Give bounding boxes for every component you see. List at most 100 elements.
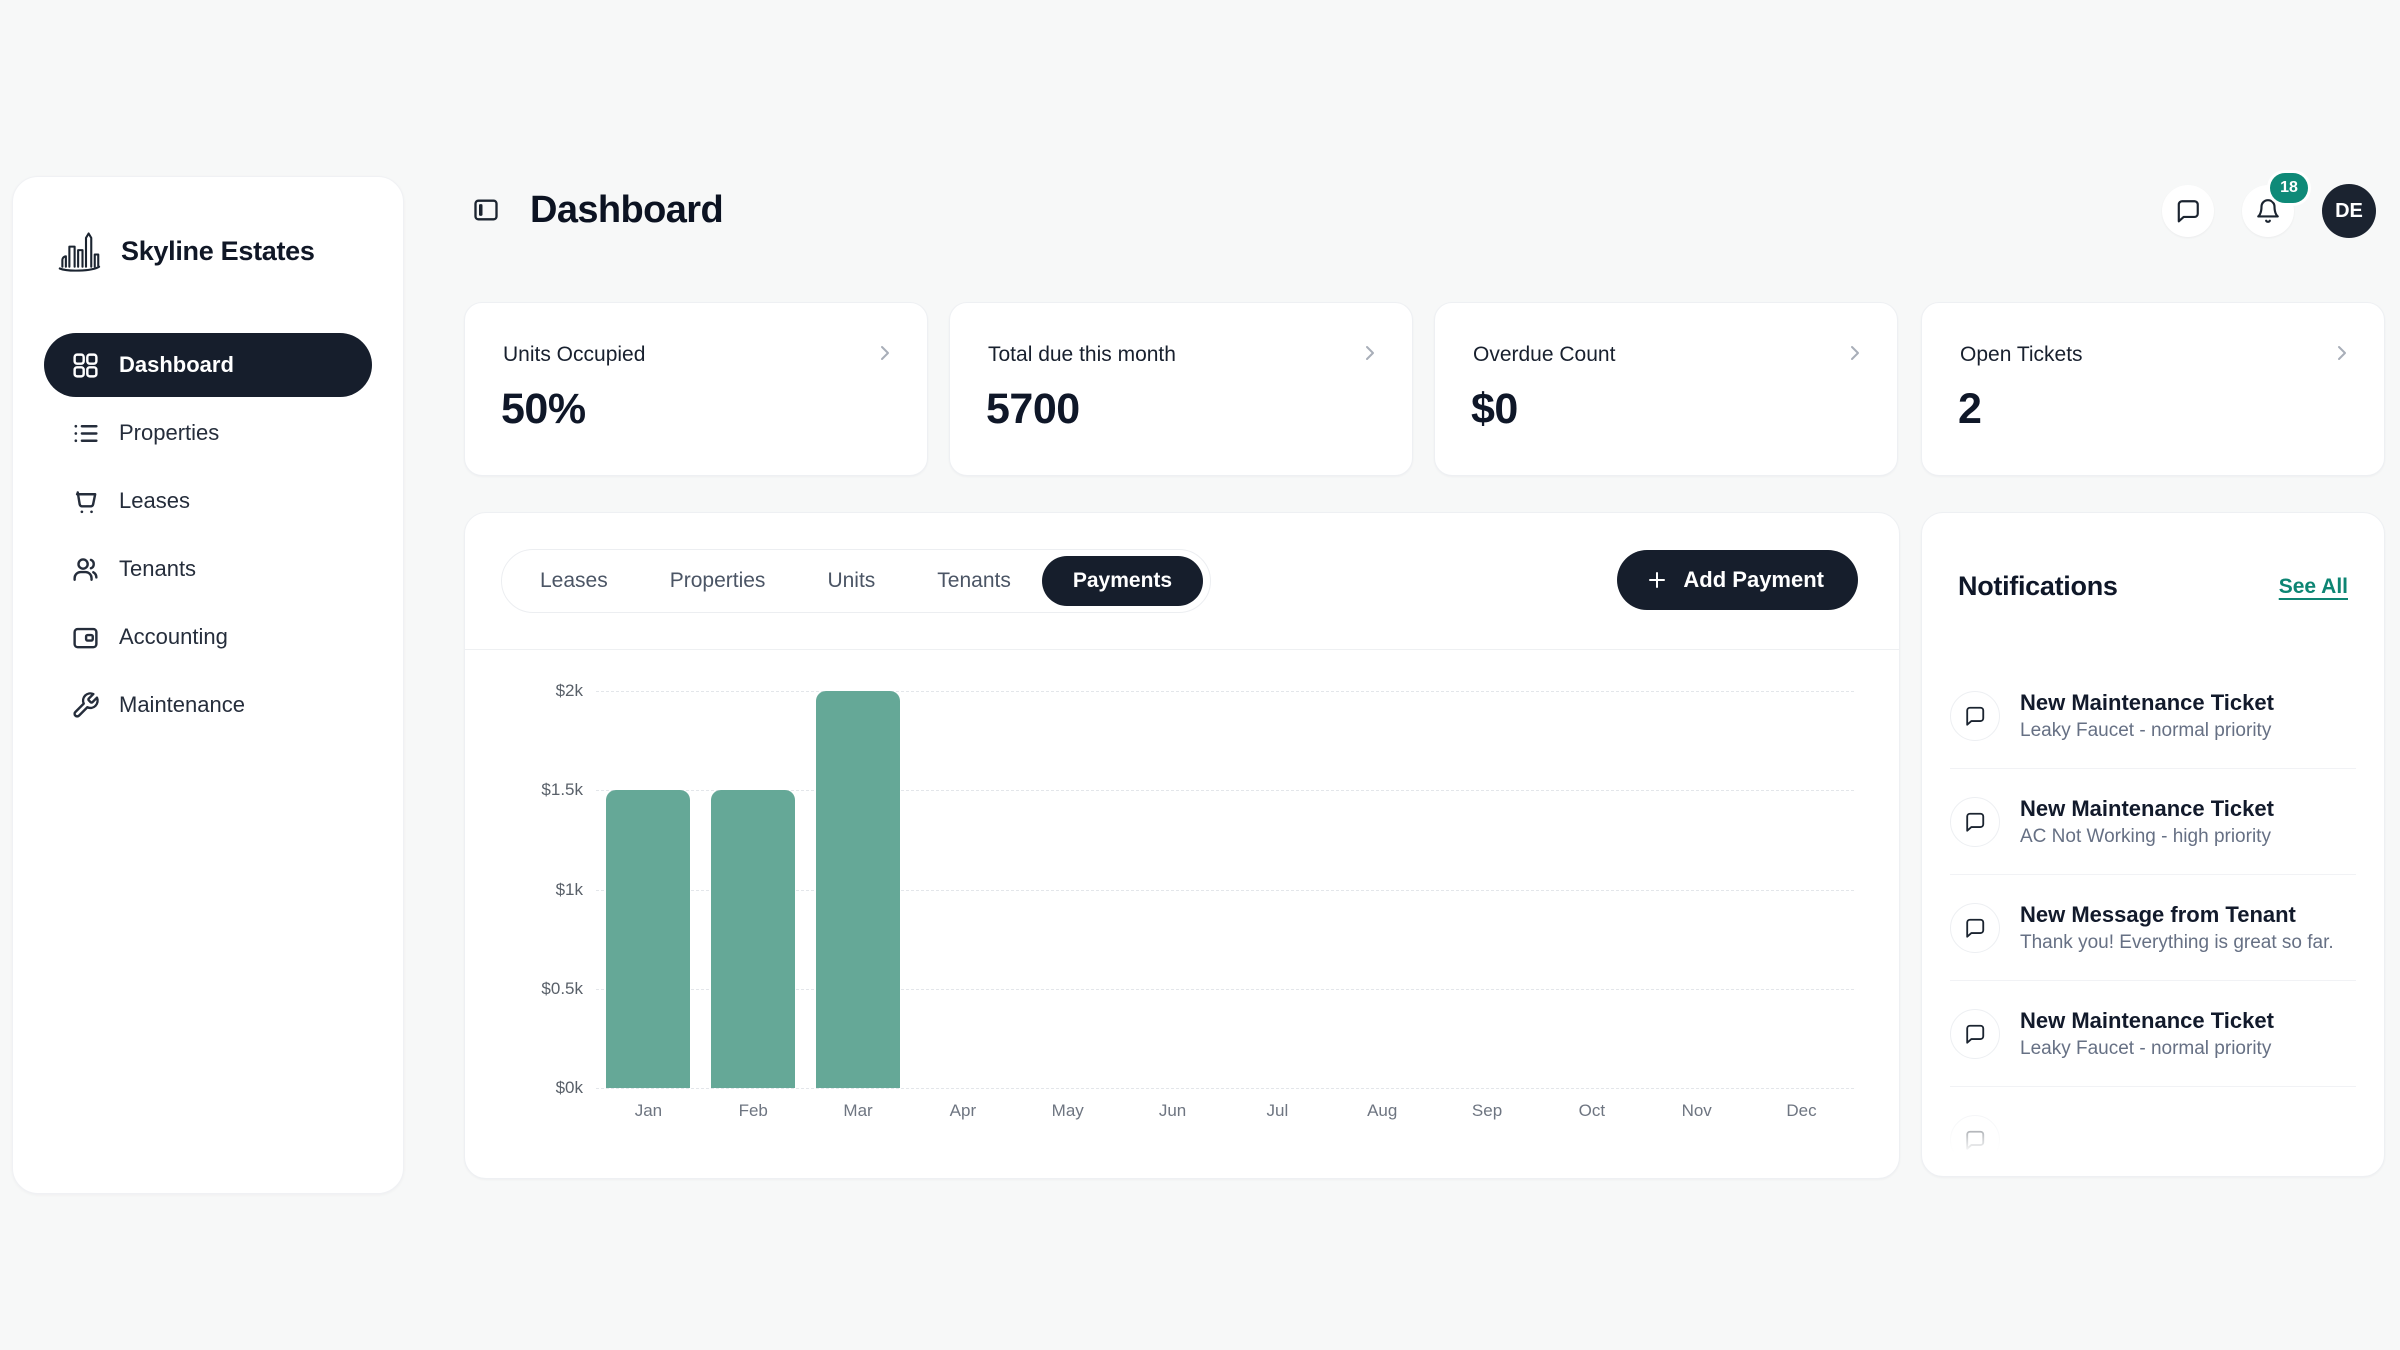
sidebar: Skyline Estates Dashboard Properties Lease… (12, 176, 404, 1194)
notification-item-partial[interactable] (1950, 1087, 2356, 1176)
sidebar-item-leases[interactable]: Leases (44, 469, 372, 533)
plus-icon (1649, 572, 1666, 588)
notification-icon-circle (1950, 1008, 2000, 1059)
messages-button[interactable] (2162, 185, 2214, 237)
x-axis-tick-label: Feb (738, 1101, 768, 1120)
sidebar-item-maintenance[interactable]: Maintenance (44, 673, 372, 737)
sidebar-item-accounting[interactable]: Accounting (44, 605, 372, 669)
notification-text: New Maintenance Ticket Leaky Faucet - nor… (2020, 1006, 2274, 1061)
add-payment-label: Add Payment (1683, 567, 1824, 592)
chat-bubble-icon (2177, 200, 2199, 223)
x-axis-tick-label: Jan (634, 1101, 663, 1120)
tab-properties[interactable]: Properties (639, 556, 797, 606)
notification-title: New Maintenance Ticket (2020, 795, 2274, 821)
sidebar-item-dashboard[interactable]: Dashboard (44, 333, 372, 397)
chat-bubble-icon (1966, 918, 1985, 938)
stat-card-total-due-this-month[interactable]: Total due this month 5700 (949, 302, 1413, 476)
sidebar-item-label: Dashboard (119, 352, 234, 377)
chevron-right-icon (2338, 346, 2346, 360)
bar-slot-jun (1120, 691, 1225, 1088)
chevron-right-icon (873, 341, 897, 370)
avatar[interactable]: DE (2322, 184, 2376, 238)
bar-slot-oct (1539, 691, 1644, 1088)
tab-payments[interactable]: Payments (1041, 556, 1204, 606)
y-axis-tick-label: $1k (555, 879, 583, 899)
notification-item[interactable]: New Maintenance Ticket AC Not Working - h… (1950, 769, 2356, 875)
stat-card-label: Total due this month (988, 343, 1176, 366)
y-axis-tick-label: $2k (555, 681, 583, 700)
y-axis-tick-label: $0k (555, 1078, 583, 1097)
tab-tenants[interactable]: Tenants (906, 556, 1042, 606)
bar-jan (606, 790, 691, 1088)
main-panel: Leases Properties Units Tenants Payments Add… (464, 512, 1900, 1179)
stat-card-overdue-count[interactable]: Overdue Count $0 (1434, 302, 1898, 476)
sidebar-item-properties[interactable]: Properties (44, 401, 372, 465)
x-axis-tick-label: Aug (1367, 1101, 1398, 1120)
users-icon (73, 557, 98, 581)
sidebar-item-label: Leases (119, 488, 190, 513)
bar-slot-may (1015, 691, 1120, 1088)
tab-leases[interactable]: Leases (509, 556, 639, 606)
notification-text: New Maintenance Ticket Leaky Faucet - nor… (2020, 688, 2274, 743)
y-axis-tick-label: $0.5k (541, 978, 583, 998)
chevron-right-icon (1358, 341, 1382, 370)
chevron-right-icon (2330, 341, 2354, 370)
notifications-button[interactable]: 18 (2242, 173, 2308, 237)
wrench-icon (73, 691, 99, 718)
gridline (596, 889, 1854, 891)
notifications-title: Notifications (1958, 571, 2118, 601)
sidebar-toggle-button[interactable] (469, 194, 503, 228)
chevron-right-icon (1366, 346, 1374, 360)
x-axis-tick-label: Jul (1266, 1101, 1289, 1120)
skyline-logo-icon (58, 232, 101, 272)
notification-subtitle: Leaky Faucet - normal priority (2020, 719, 2272, 741)
bar-slot-jul (1225, 691, 1330, 1088)
stat-card-value: 2 (1958, 385, 1982, 433)
notification-subtitle: Leaky Faucet - normal priority (2020, 1037, 2272, 1059)
plot-area (596, 691, 1854, 1088)
x-axis-tick-label: Oct (1578, 1101, 1606, 1120)
notification-icon-circle (1950, 796, 2000, 847)
notification-subtitle: Thank you! Everything is great so far. (2020, 931, 2334, 953)
add-payment-button[interactable]: Add Payment (1617, 550, 1858, 610)
notification-icon-circle (1950, 690, 2000, 741)
brand: Skyline Estates (13, 177, 403, 279)
tab-units[interactable]: Units (796, 556, 906, 606)
header-actions: 18 DE (2162, 173, 2376, 238)
bar-slot-sep (1435, 691, 1540, 1088)
chat-bubble-icon (1966, 1130, 1985, 1150)
notification-item[interactable]: New Message from Tenant Thank you! Everyt… (1950, 875, 2356, 981)
bar-slot-aug (1330, 691, 1435, 1088)
notification-item[interactable]: New Maintenance Ticket Leaky Faucet - nor… (1950, 663, 2356, 769)
gridline (596, 1088, 1854, 1089)
sidebar-item-tenants[interactable]: Tenants (44, 537, 372, 601)
notification-text: New Maintenance Ticket AC Not Working - h… (2020, 794, 2274, 849)
x-axis-tick-label: May (1051, 1101, 1084, 1120)
sidebar-item-label: Accounting (119, 624, 228, 649)
chat-bubble-icon (1966, 1024, 1985, 1044)
see-all-link[interactable]: See All (2278, 574, 2348, 598)
wallet-icon (73, 627, 98, 648)
list-icon (74, 424, 98, 442)
notification-count-badge: 18 (2270, 173, 2308, 203)
chat-bubble-icon (1966, 706, 1985, 726)
sidebar-item-label: Tenants (119, 556, 197, 581)
notification-item[interactable]: New Maintenance Ticket Leaky Faucet - nor… (1950, 981, 2356, 1087)
notifications-list: New Maintenance Ticket Leaky Faucet - nor… (1950, 663, 2356, 1176)
x-axis: Jan Feb Mar Apr May Jun Jul Aug Sep Oct Nov Dec (596, 1101, 1854, 1121)
x-axis-tick-label: Dec (1786, 1101, 1817, 1120)
notification-text: New Message from Tenant Thank you! Everyt… (2020, 900, 2334, 955)
stat-card-units-occupied[interactable]: Units Occupied 50% (464, 302, 928, 476)
bar-slot-mar (806, 691, 911, 1088)
tab-bar: Leases Properties Units Tenants Payments (501, 549, 1212, 613)
notification-subtitle: AC Not Working - high priority (2020, 825, 2271, 847)
x-axis-tick-label: Jun (1158, 1101, 1187, 1120)
bell-icon (2257, 199, 2279, 223)
x-axis-tick-label: Mar (843, 1101, 873, 1120)
stat-card-label: Overdue Count (1473, 343, 1616, 366)
x-axis-tick-label: Apr (949, 1101, 977, 1120)
bar-feb (711, 790, 796, 1088)
stat-card-open-tickets[interactable]: Open Tickets 2 (1921, 302, 2385, 476)
stat-card-value: $0 (1471, 385, 1518, 433)
